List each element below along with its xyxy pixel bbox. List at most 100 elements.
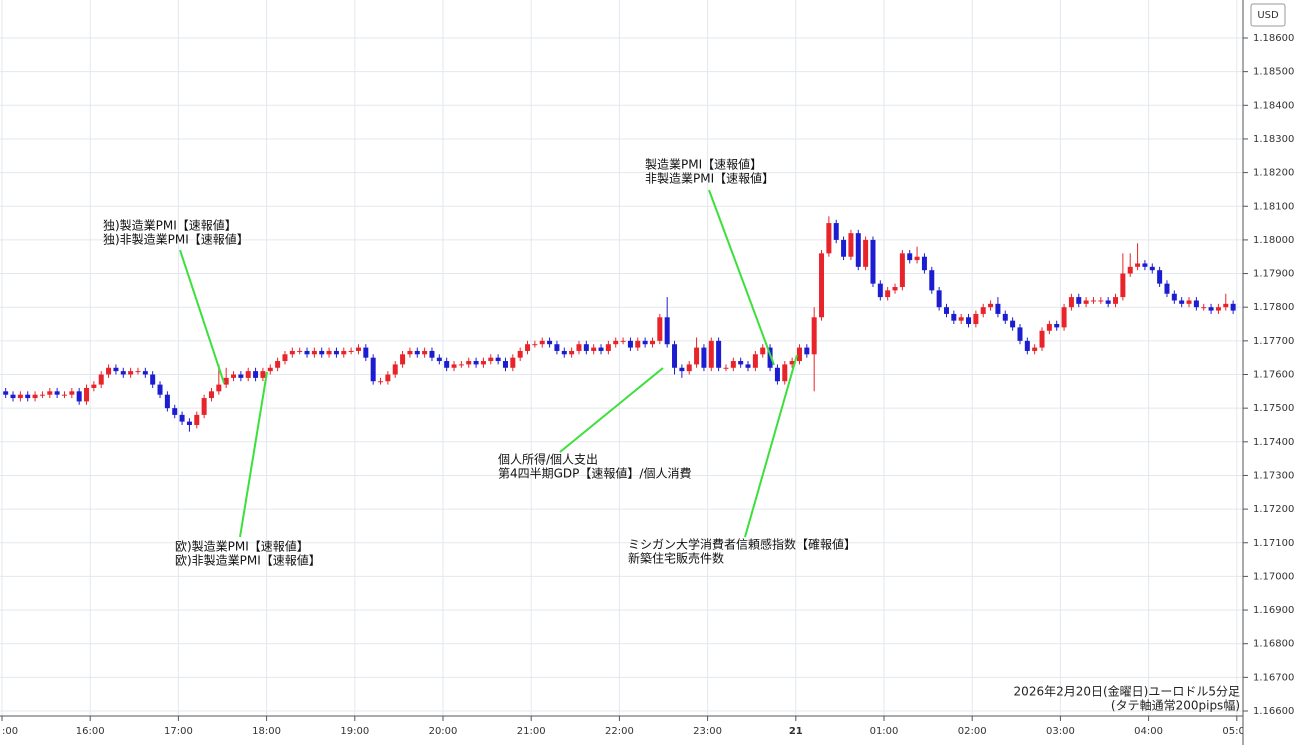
candle-body	[848, 233, 854, 257]
candle-body	[1186, 300, 1192, 304]
candle-body	[69, 391, 75, 395]
candle-body	[561, 350, 567, 355]
candle-body	[150, 374, 156, 385]
candle-body	[569, 350, 575, 355]
candle-body	[1120, 273, 1126, 298]
candle-body	[841, 239, 847, 257]
candle-body	[1215, 307, 1221, 311]
x-tick-label: 23:00	[693, 726, 722, 737]
candle-body	[3, 391, 9, 395]
candle-body	[921, 256, 927, 271]
candle-body	[1113, 297, 1119, 304]
candle-body	[157, 384, 163, 395]
candle-body	[1171, 293, 1177, 301]
candle-body	[208, 391, 214, 399]
candle-body	[201, 398, 207, 415]
candle-body	[223, 377, 229, 385]
candle-body	[473, 361, 479, 365]
candle-body	[186, 421, 192, 425]
candle-body	[760, 347, 766, 355]
y-tick-label: 1.16600	[1253, 706, 1294, 717]
candle-body	[444, 361, 450, 368]
y-tick-label: 1.18300	[1253, 134, 1294, 145]
candle-body	[17, 394, 23, 399]
x-tick-label: 03:00	[1046, 726, 1075, 737]
candle-body	[583, 344, 589, 351]
candle-body	[943, 307, 949, 314]
candle-body	[701, 347, 707, 368]
candle-body	[708, 340, 714, 368]
annotation-text: 製造業PMI【速報値】	[645, 157, 762, 172]
candle-body	[1142, 263, 1148, 267]
candle-body	[61, 394, 67, 396]
candle-body	[804, 347, 810, 355]
candle-body	[635, 340, 641, 348]
candle-body	[98, 374, 104, 385]
candle-body	[172, 408, 178, 415]
candle-body	[1002, 313, 1008, 321]
candle-body	[657, 317, 663, 341]
candle-body	[796, 347, 802, 362]
candle-body	[451, 364, 457, 368]
y-tick-label: 1.17400	[1253, 437, 1294, 448]
candle-body	[1068, 297, 1074, 308]
candle-body	[495, 357, 501, 362]
candle-body	[164, 394, 170, 409]
candle-body	[355, 347, 361, 351]
candle-body	[245, 371, 251, 378]
candle-body	[319, 350, 325, 355]
candle-body	[128, 371, 134, 375]
candle-body	[142, 371, 148, 375]
annotation-text: 新築住宅販売件数	[628, 551, 724, 566]
annotation-text: 欧)製造業PMI【速報値】	[175, 539, 309, 554]
candle-body	[407, 350, 413, 355]
y-tick-label: 1.17200	[1253, 504, 1294, 515]
candle-body	[113, 367, 119, 372]
candle-body	[135, 371, 141, 373]
y-tick-label: 1.17800	[1253, 302, 1294, 313]
candle-body	[1090, 300, 1096, 302]
candle-body	[855, 233, 861, 267]
x-tick-label: 19:00	[340, 726, 369, 737]
candle-body	[723, 367, 729, 369]
candle-body	[605, 344, 611, 351]
candle-body	[892, 287, 898, 291]
candle-body	[1201, 307, 1207, 309]
candle-body	[1076, 297, 1082, 304]
candle-body	[627, 340, 633, 348]
candle-body	[870, 239, 876, 284]
y-tick-label: 1.16900	[1253, 605, 1294, 616]
candle-body	[973, 313, 979, 325]
candle-body	[106, 367, 112, 375]
candle-body	[966, 317, 972, 325]
candle-body	[297, 350, 303, 352]
candle-body	[458, 364, 464, 366]
candle-body	[936, 290, 942, 308]
candle-body	[576, 344, 582, 351]
annotation-text: ミシガン大学消費者信頼感指数【確報値】	[628, 537, 856, 552]
candle-body	[1164, 283, 1170, 294]
x-tick-label: 20:00	[429, 726, 458, 737]
candle-body	[951, 313, 957, 321]
annotation-text: 第4四半期GDP【速報値】/個人消費	[498, 466, 691, 481]
y-tick-label: 1.17500	[1253, 403, 1294, 414]
annotation-text: 非製造業PMI【速報値】	[645, 171, 774, 186]
annotation-text: 欧)非製造業PMI【速報値】	[175, 553, 321, 568]
candle-body	[120, 371, 126, 375]
candle-body	[532, 344, 538, 346]
candle-body	[613, 340, 619, 345]
candle-body	[1032, 347, 1038, 351]
annotation-pointer	[179, 249, 225, 384]
currency-label: USD	[1257, 10, 1279, 21]
candle-body	[1127, 266, 1133, 274]
candle-body	[392, 364, 398, 375]
candle-body	[282, 354, 288, 362]
candle-body	[547, 340, 553, 345]
annotation-pointer	[708, 189, 775, 366]
candle-body	[1230, 303, 1236, 311]
x-tick-label: 22:00	[605, 726, 634, 737]
candle-body	[326, 350, 332, 355]
candle-body	[429, 350, 435, 358]
